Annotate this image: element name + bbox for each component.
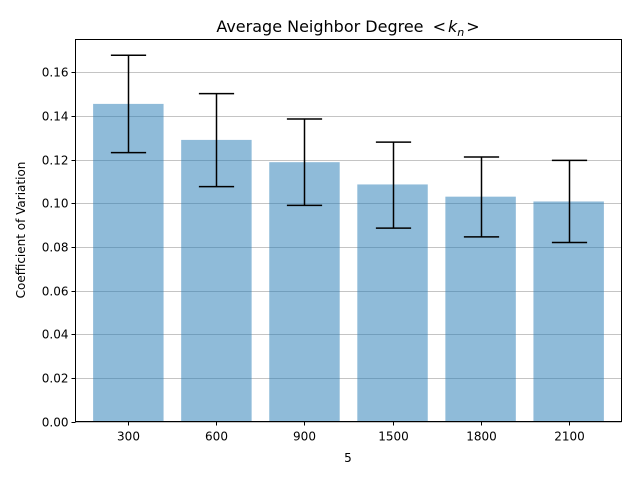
y-tick-label: 0.06 xyxy=(42,285,69,299)
x-tick-label-1800: 1800 xyxy=(466,430,497,444)
chart-title: Average Neighbor Degree < kn > xyxy=(216,17,479,39)
x-tick-label-2100: 2100 xyxy=(554,430,585,444)
x-tick-label-900: 900 xyxy=(293,430,316,444)
y-tick-label: 0.04 xyxy=(42,328,69,342)
x-tick-label-300: 300 xyxy=(117,430,140,444)
y-tick-label: 0.12 xyxy=(42,154,69,168)
bar-1500 xyxy=(357,184,428,422)
y-tick-label: 0.16 xyxy=(42,66,69,80)
plot-frame xyxy=(75,39,622,422)
y-tick-label: 0.10 xyxy=(42,197,69,211)
y-tick-label: 0.00 xyxy=(42,416,69,430)
y-tick-label: 0.08 xyxy=(42,241,69,255)
y-tick-label: 0.02 xyxy=(42,372,69,386)
x-tick-label-600: 600 xyxy=(205,430,228,444)
bar-300 xyxy=(93,103,164,422)
y-tick-label: 0.14 xyxy=(42,110,69,124)
grid xyxy=(75,72,622,423)
bars xyxy=(93,103,604,422)
x-tick-label-1500: 1500 xyxy=(378,430,409,444)
x-ticks: 300 600 900 1500 1800 2100 xyxy=(117,421,585,444)
error-bars xyxy=(110,54,588,244)
bar-2100 xyxy=(533,201,604,422)
x-axis-label: 5 xyxy=(344,451,352,465)
y-ticks: 0.00 0.02 0.04 0.06 0.08 0.10 0.12 0.14 0.16 xyxy=(42,66,76,430)
bar-1800 xyxy=(445,196,516,422)
y-axis-label: Coefficient of Variation xyxy=(14,162,28,299)
